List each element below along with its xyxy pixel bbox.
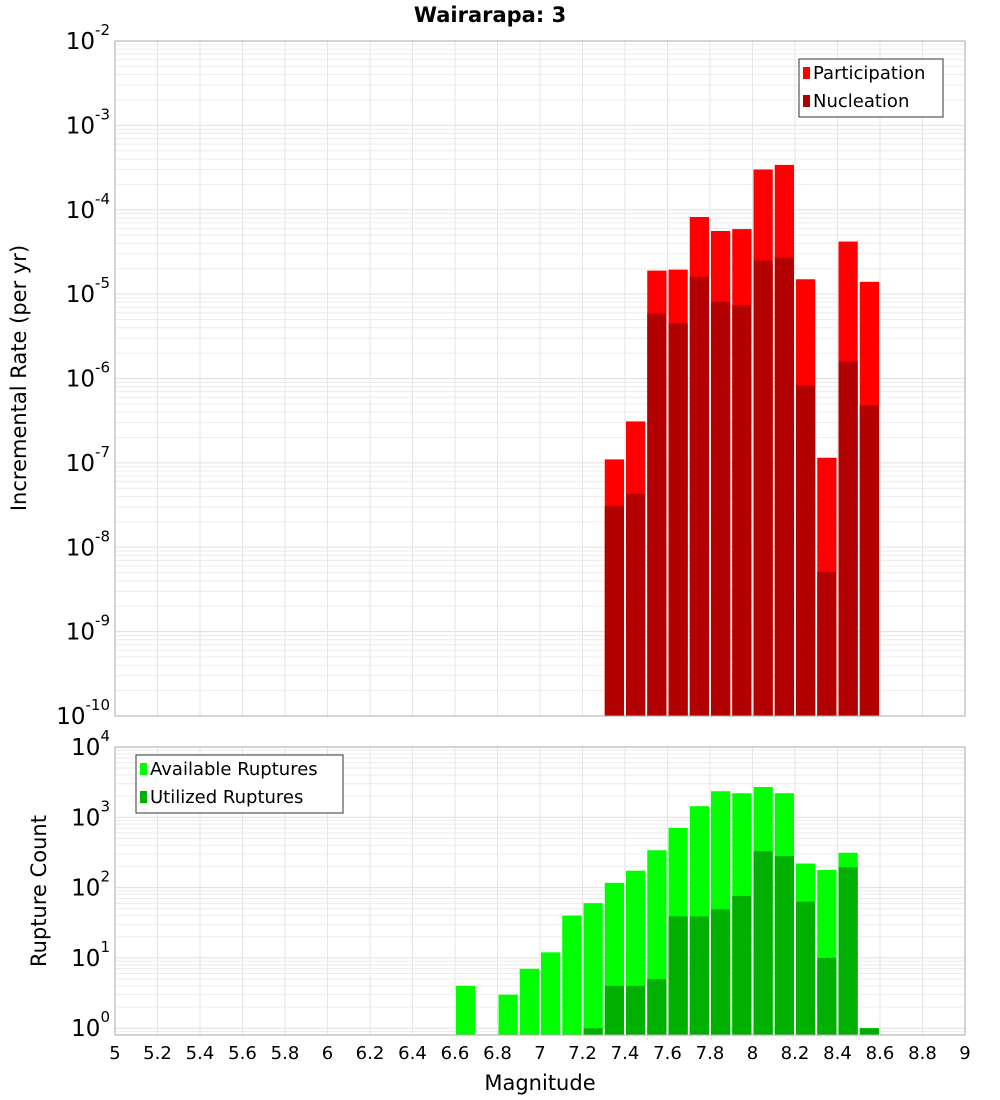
y-tick-label: 10-9 [66,612,110,646]
bar-utilized-ruptures-7.25 [583,1028,603,1035]
count-plot: 104 103 102 101 100 Available Ruptures Utilize… [71,727,971,1064]
bar-nucleation-7.75 [689,276,709,716]
bar-nucleation-7.35 [604,505,624,716]
y-tick-label: 102 [71,868,110,902]
x-tick-label: 5.2 [143,1043,172,1064]
bar-nucleation-8.35 [817,571,837,716]
bar-utilized-ruptures-7.45 [626,985,646,1035]
x-tick-label: 7 [534,1043,545,1064]
bar-utilized-ruptures-8.05 [753,851,773,1035]
y-axis-label-rate: Incremental Rate (per yr) [7,245,31,511]
bar-nucleation-7.55 [647,313,667,716]
x-tick-label: 6.2 [356,1043,385,1064]
x-tick-label: 5 [109,1043,120,1064]
legend-label: Utilized Ruptures [150,787,303,808]
bar-nucleation-8.55 [859,405,879,716]
y-tick-label: 10-7 [66,443,110,477]
bar-utilized-ruptures-8.25 [796,901,816,1035]
bar-utilized-ruptures-8.45 [838,867,858,1035]
y-axis-label-count: Rupture Count [27,815,51,967]
x-tick-label: 8.2 [781,1043,810,1064]
plot-border [114,746,966,1036]
bar-utilized-ruptures-7.35 [604,985,624,1035]
bar-utilized-ruptures-7.75 [689,916,709,1035]
x-axis-label: Magnitude [484,1071,595,1095]
bar-nucleation-7.65 [668,323,688,716]
x-tick-label: 7.6 [653,1043,682,1064]
legend-label: Participation [813,63,925,84]
x-tick-label: 5.6 [228,1043,257,1064]
bar-available-ruptures-7.15 [562,915,582,1035]
bar-utilized-ruptures-7.65 [668,916,688,1035]
x-tick-label: 8.8 [908,1043,937,1064]
chart-title: Wairarapa: 3 [414,3,566,27]
rate-plot: 10-2 10-3 10-4 10-5 10-6 10-7 10-8 10-9 10-10 Par… [56,21,966,730]
x-tick-label: 8 [747,1043,758,1064]
x-tick-label: 6 [322,1043,333,1064]
bar-utilized-ruptures-8.35 [817,957,837,1035]
legend [798,58,944,118]
bar-available-ruptures-7.05 [541,952,561,1035]
bar-utilized-ruptures-7.55 [647,979,667,1035]
x-tick-label: 7.2 [568,1043,597,1064]
bar-available-ruptures-6.85 [498,994,518,1035]
bar-nucleation-7.85 [711,301,731,716]
bar-utilized-ruptures-8.55 [859,1028,879,1035]
y-tick-label: 10-2 [66,21,110,55]
bar-available-ruptures-6.65 [456,985,476,1035]
x-tick-label: 6.8 [483,1043,512,1064]
bar-nucleation-7.95 [732,305,752,716]
y-tick-label: 100 [71,1008,110,1042]
x-tick-label: 5.8 [271,1043,300,1064]
y-tick-label: 10-8 [66,527,110,561]
y-tick-label: 104 [71,727,110,761]
legend-label: Available Ruptures [150,759,318,780]
y-tick-label: 10-6 [66,359,110,393]
bar-nucleation-8.15 [774,257,794,716]
y-tick-label: 10-10 [56,696,110,730]
y-tick-label: 10-3 [66,105,110,139]
y-tick-label: 10-4 [66,190,110,224]
x-tick-label: 6.4 [398,1043,427,1064]
legend-swatch [140,763,147,775]
bar-nucleation-8.05 [753,260,773,716]
y-tick-label: 101 [71,938,110,972]
bar-available-ruptures-6.95 [519,968,539,1035]
bar-nucleation-8.25 [796,385,816,716]
legend-label: Nucleation [813,91,909,112]
plot-border [114,40,966,717]
y-tick-label: 10-5 [66,274,110,308]
legend-swatch [803,67,810,79]
legend-swatch [803,95,810,107]
x-tick-label: 7.8 [696,1043,725,1064]
x-tick-label: 9 [959,1043,970,1064]
y-tick-label: 103 [71,797,110,831]
legend-swatch [140,791,147,803]
bar-nucleation-7.45 [626,493,646,716]
x-tick-label: 7.4 [611,1043,640,1064]
bar-utilized-ruptures-7.85 [711,909,731,1035]
bar-nucleation-8.45 [838,361,858,716]
legend [135,754,344,814]
x-tick-label: 5.4 [186,1043,215,1064]
x-tick-label: 6.6 [441,1043,470,1064]
x-tick-label: 8.4 [823,1043,852,1064]
bar-available-ruptures-7.25 [583,903,603,1035]
bar-utilized-ruptures-7.95 [732,895,752,1035]
bar-utilized-ruptures-8.15 [774,856,794,1035]
x-tick-label: 8.6 [866,1043,895,1064]
